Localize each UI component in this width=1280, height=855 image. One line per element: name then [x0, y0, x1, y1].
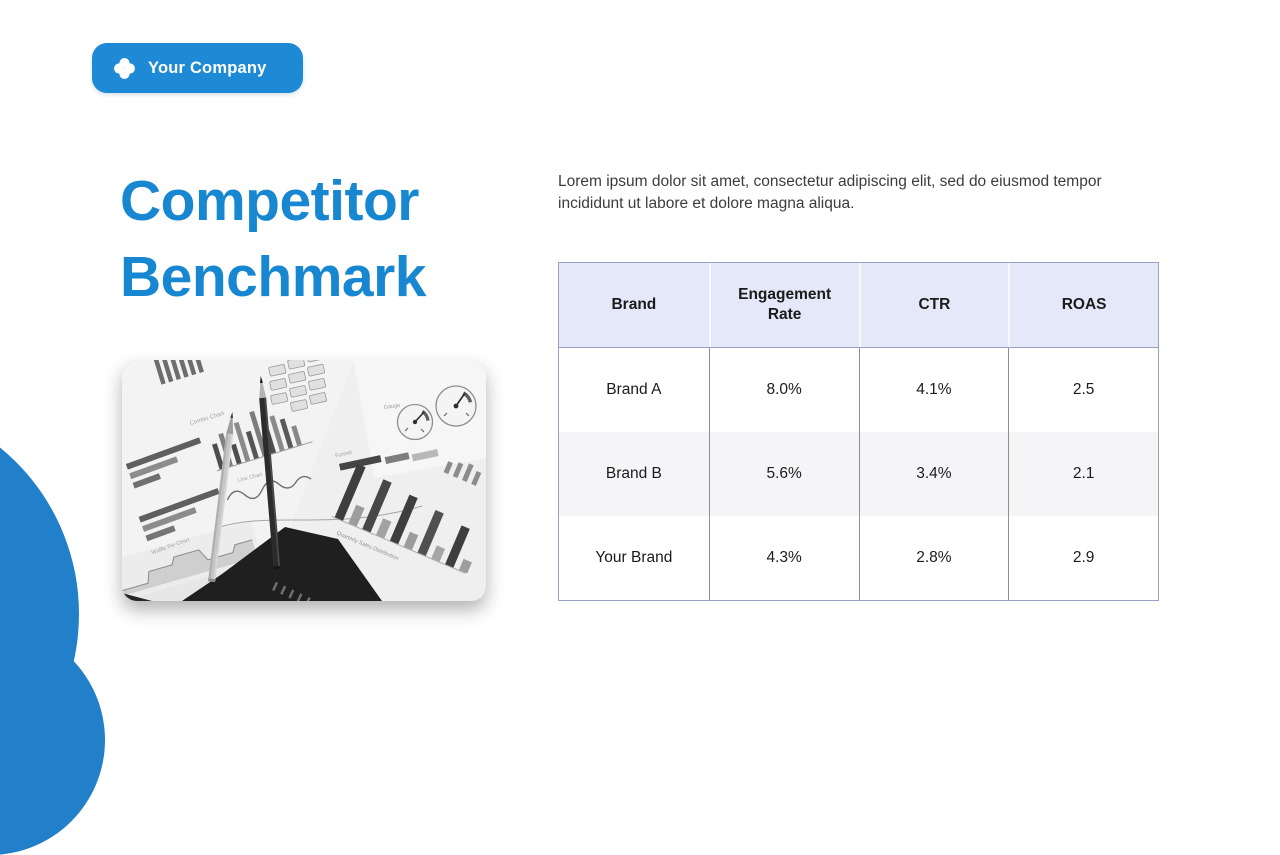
- table-cell: Brand B: [605, 465, 662, 482]
- blue-disc-bottom-left: [0, 625, 105, 855]
- benchmark-table: Brand Engagement Rate CTR ROAS Brand A 8…: [558, 262, 1159, 601]
- table-row: Brand B 5.6% 3.4% 2.1: [559, 432, 1158, 516]
- charts-photo-graphic: Combo Chart Waffle Pie Chart Funnel: [122, 360, 486, 601]
- company-badge: Your Company: [92, 43, 303, 93]
- table-cell: 4.3%: [708, 516, 859, 600]
- slide-title-line-2: Benchmark: [120, 245, 426, 309]
- table-cell: 8.0%: [708, 348, 859, 432]
- table-row: Your Brand 4.3% 2.8% 2.9: [559, 516, 1158, 600]
- header-cell-ctr: CTR: [858, 263, 1009, 347]
- slide-title-line-1: Competitor: [120, 169, 419, 233]
- table-cell: 3.4%: [858, 432, 1009, 516]
- table-row: Brand A 8.0% 4.1% 2.5: [559, 348, 1158, 432]
- header-cell-brand: Brand: [611, 296, 657, 313]
- slide-description: Lorem ipsum dolor sit amet, consectetur …: [558, 173, 1102, 212]
- company-badge-label: Your Company: [148, 58, 267, 77]
- table-cell: Brand A: [606, 381, 662, 398]
- table-cell: 2.8%: [858, 516, 1009, 600]
- svg-text:Funnel: Funnel: [335, 450, 353, 459]
- table-cell: 5.6%: [708, 432, 859, 516]
- clover-icon: [113, 57, 136, 80]
- table-header-row: Brand Engagement Rate CTR ROAS: [559, 263, 1158, 348]
- svg-text:Gauge: Gauge: [383, 403, 400, 411]
- table-cell: 2.9: [1008, 516, 1158, 600]
- table-cell: 2.1: [1008, 432, 1158, 516]
- header-cell-engagement: Engagement Rate: [708, 263, 859, 347]
- table-cell: 2.5: [1008, 348, 1158, 432]
- header-cell-roas: ROAS: [1008, 263, 1158, 347]
- table-cell: Your Brand: [595, 549, 673, 566]
- table-cell: 4.1%: [858, 348, 1009, 432]
- slide-title: Competitor Benchmark: [120, 163, 426, 315]
- charts-photo: Combo Chart Waffle Pie Chart Funnel: [122, 360, 486, 601]
